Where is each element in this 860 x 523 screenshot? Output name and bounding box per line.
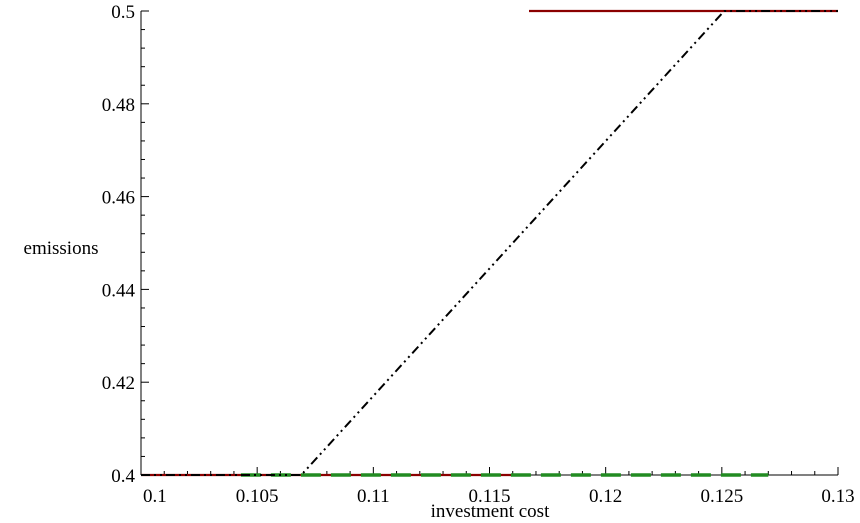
x-tick-label: 0.13 [821,486,854,507]
y-tick-label: 0.44 [102,280,136,301]
x-tick-label: 0.11 [357,486,390,507]
y-axis-label: emissions [24,238,99,259]
y-tick-label: 0.42 [102,373,135,394]
axes [140,10,839,476]
y-tick-label: 0.4 [111,466,135,487]
series-group [141,9,838,477]
x-tick-label: 0.12 [589,486,622,507]
x-tick-label: 0.1 [143,486,167,507]
y-tick-label: 0.48 [102,95,135,116]
series-line-dash-dot-dot [141,10,838,476]
x-axis-label: investment cost [431,501,550,522]
y-tick-label: 0.46 [102,188,135,209]
y-tick-label: 0.5 [111,2,135,23]
x-tick-label: 0.125 [700,486,743,507]
x-tick-label: 0.105 [236,486,279,507]
tick-labels: 0.4 0.42 0.44 0.46 0.48 0.5 0.1 0.105 0.11 0.115 0… [102,2,855,507]
x-tick-label: 0.115 [468,486,510,507]
